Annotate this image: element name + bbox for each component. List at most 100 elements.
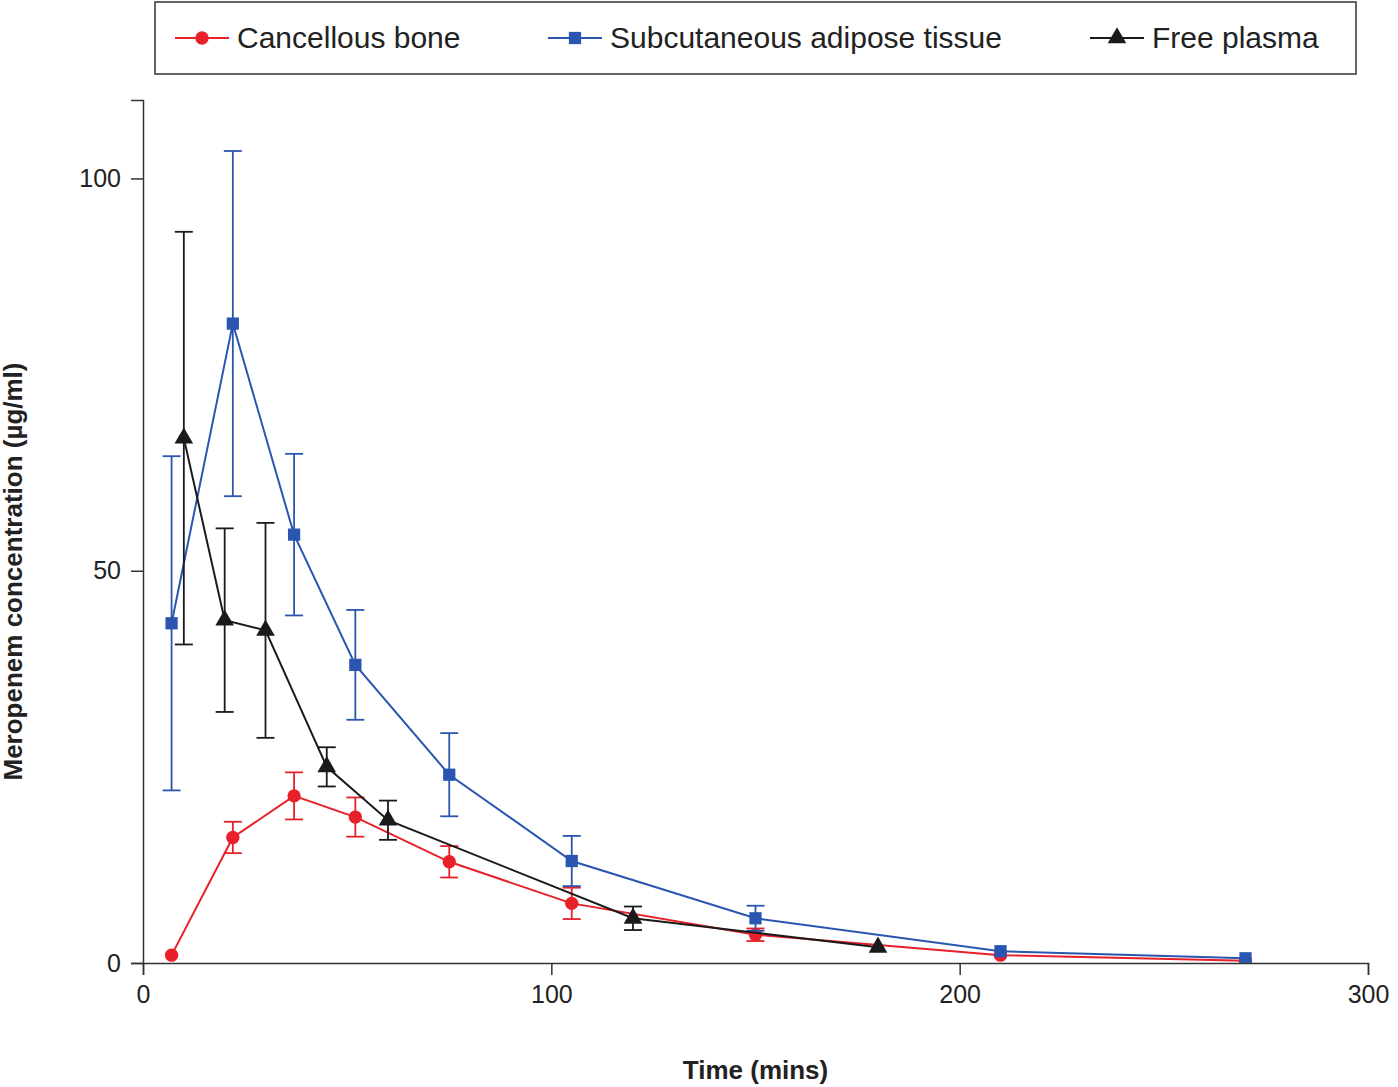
series — [175, 232, 888, 953]
error-bar-cap — [285, 771, 303, 773]
legend-entry: Cancellous bone — [175, 21, 461, 54]
y-tick-mark — [131, 963, 143, 965]
y-axis-line — [131, 101, 144, 964]
data-point — [165, 948, 178, 961]
legend-marker — [1108, 27, 1127, 43]
error-bar-cap — [257, 522, 275, 524]
legend-entry: Subcutaneous adipose tissue — [548, 21, 1002, 54]
x-tick-mark — [143, 963, 145, 975]
data-point — [287, 789, 300, 802]
data-point — [165, 617, 177, 629]
error-bar-cap — [440, 815, 458, 817]
y-axis-title: Meropenem concentration (µg/ml) — [0, 362, 28, 780]
error-bar-cap — [216, 527, 234, 529]
error-bar — [224, 151, 242, 496]
error-bar-cap — [379, 839, 397, 841]
x-tick: 0 — [137, 963, 151, 1008]
data-point — [288, 529, 300, 541]
error-bar-cap — [563, 885, 581, 887]
error-bar — [216, 528, 234, 712]
error-bar-cap — [257, 737, 275, 739]
error-bar-cap — [346, 609, 364, 611]
data-point — [349, 659, 361, 671]
data-point — [226, 831, 239, 844]
data-point — [565, 897, 578, 910]
error-bar — [379, 801, 397, 840]
x-axis-title: Time (mins) — [683, 1055, 828, 1085]
data-point — [349, 810, 362, 823]
error-bar-cap — [563, 887, 581, 889]
error-bar-cap — [346, 719, 364, 721]
series-line — [184, 438, 878, 947]
error-bar-cap — [163, 455, 181, 457]
y-axis: 0 50 100 — [79, 101, 143, 977]
data-point — [749, 912, 761, 924]
error-bar-cap — [224, 821, 242, 823]
x-tick-label: 300 — [1348, 980, 1390, 1008]
data-point — [443, 855, 456, 868]
error-bar — [163, 456, 181, 790]
legend-label: Subcutaneous adipose tissue — [610, 21, 1002, 54]
y-tick: 50 — [93, 556, 143, 584]
legend-box — [155, 2, 1356, 74]
error-bar — [440, 846, 458, 877]
error-bar — [747, 928, 765, 941]
error-bar-cap — [163, 790, 181, 792]
legend-entry: Free plasma — [1090, 21, 1319, 54]
x-tick-mark — [959, 963, 961, 975]
data-point — [1239, 952, 1251, 963]
error-bar — [624, 907, 642, 931]
error-bar-cap — [563, 835, 581, 837]
data-point — [566, 855, 578, 867]
x-tick: 200 — [939, 963, 981, 1008]
x-tick: 300 — [1348, 963, 1390, 1008]
y-tick-mark — [131, 178, 143, 180]
error-bar-cap — [318, 746, 336, 748]
error-bar-cap — [285, 453, 303, 455]
error-bar — [747, 906, 765, 931]
error-bar-cap — [747, 905, 765, 907]
y-tick-label: 100 — [79, 164, 121, 192]
error-bar-cap — [624, 929, 642, 931]
error-bar — [440, 733, 458, 816]
error-bar-cap — [624, 906, 642, 908]
error-bar-cap — [216, 711, 234, 713]
error-bar-cap — [379, 800, 397, 802]
error-bar-cap — [175, 644, 193, 646]
error-bar-cap — [224, 852, 242, 854]
error-bar — [285, 454, 303, 616]
error-bar-cap — [318, 786, 336, 788]
data-point — [215, 609, 234, 625]
y-tick-label: 0 — [107, 949, 121, 977]
error-bar — [224, 822, 242, 853]
error-bar — [257, 523, 275, 738]
data-point — [227, 317, 239, 329]
series — [165, 772, 1252, 963]
error-bar — [563, 888, 581, 919]
y-tick-mark — [131, 570, 143, 572]
error-bar — [563, 836, 581, 886]
x-tick-label: 100 — [531, 980, 573, 1008]
data-point — [624, 908, 643, 924]
x-tick: 100 — [531, 963, 573, 1008]
error-bar-cap — [285, 615, 303, 617]
plot-area — [163, 151, 1253, 963]
legend-marker — [569, 32, 581, 44]
legend-marker — [195, 31, 208, 44]
data-point — [994, 945, 1006, 957]
series — [163, 151, 1252, 963]
error-bar — [175, 232, 193, 645]
data-point — [443, 769, 455, 781]
series-line — [172, 796, 1246, 961]
data-point — [869, 937, 888, 953]
error-bar-cap — [224, 495, 242, 497]
error-bar-cap — [346, 836, 364, 838]
x-axis-line — [144, 964, 1369, 976]
y-tick: 0 — [107, 949, 143, 977]
error-bar-cap — [224, 150, 242, 152]
error-bar-cap — [175, 231, 193, 233]
data-point — [256, 620, 275, 636]
x-tick-label: 0 — [137, 980, 151, 1008]
legend: Cancellous bone Subcutaneous adipose tiss… — [155, 2, 1356, 74]
legend-label: Free plasma — [1152, 21, 1319, 54]
